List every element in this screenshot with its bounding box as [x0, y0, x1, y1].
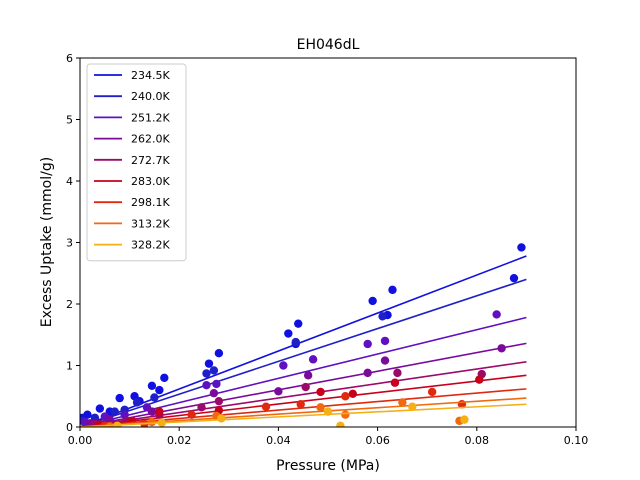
data-point: [214, 396, 224, 406]
fit-line-8: [80, 403, 527, 427]
legend-label: 328.2K: [131, 239, 170, 252]
data-point: [160, 373, 169, 382]
legend-label: 234.5K: [131, 69, 170, 82]
legend-label: 262.0K: [131, 133, 170, 146]
data-point: [341, 410, 350, 419]
data-point: [202, 380, 211, 390]
data-point: [291, 337, 300, 347]
x-axis-label: Pressure (MPa): [276, 458, 380, 474]
data-point: [316, 387, 325, 397]
data-point: [217, 414, 226, 423]
data-point: [363, 339, 372, 349]
data-point: [110, 407, 119, 416]
data-point: [296, 400, 305, 409]
y-tick-label: 6: [66, 52, 73, 65]
data-point: [90, 413, 100, 422]
data-point: [308, 355, 318, 364]
chart-title: EH046dL: [297, 37, 360, 53]
legend-label: 240.0K: [131, 90, 170, 103]
data-point: [316, 403, 325, 412]
legend-label: 272.7K: [131, 154, 170, 167]
x-tick-label: 0.04: [266, 434, 291, 447]
data-point: [113, 421, 122, 427]
data-point: [378, 312, 387, 321]
data-point: [212, 379, 221, 389]
legend-label: 251.2K: [131, 111, 170, 124]
y-tick-label: 2: [66, 298, 73, 311]
data-point: [204, 359, 214, 368]
data-point: [150, 393, 159, 402]
data-point: [157, 418, 167, 427]
data-point: [115, 393, 124, 403]
data-point: [294, 319, 303, 328]
x-tick-label: 0.02: [167, 434, 192, 447]
data-point: [209, 388, 219, 398]
data-point: [460, 415, 469, 424]
data-point: [187, 410, 196, 419]
data-point: [398, 398, 407, 407]
data-point: [147, 381, 157, 390]
plot-area: 0.00 0.02 0.04 0.06 0.08 0.10 0 1 2 3 4 5 6: [66, 52, 588, 447]
data-point: [274, 387, 283, 396]
data-point: [390, 378, 400, 387]
x-tick-label: 0.00: [68, 434, 93, 447]
data-point: [408, 402, 417, 411]
data-point: [509, 273, 519, 283]
data-point: [202, 369, 211, 378]
y-tick-label: 3: [66, 237, 73, 250]
legend: 234.5K 240.0K 251.2K 262.0K 272.7K 283.0K 298.…: [86, 63, 187, 262]
data-point: [214, 349, 224, 358]
data-point: [261, 402, 271, 411]
data-point: [517, 243, 526, 252]
data-point: [380, 336, 390, 346]
y-tick-label: 0: [66, 421, 73, 434]
x-tick-label: 0.08: [465, 434, 490, 447]
legend-label: 283.0K: [131, 175, 170, 188]
data-point: [497, 344, 506, 353]
y-tick-label: 4: [66, 175, 73, 188]
data-point: [83, 410, 92, 419]
data-point: [323, 407, 333, 416]
x-tick-label: 0.10: [564, 434, 589, 447]
data-point: [132, 398, 142, 407]
data-point: [279, 361, 288, 370]
data-point: [147, 417, 157, 427]
data-point: [380, 356, 390, 365]
data-point: [155, 385, 164, 395]
data-point: [388, 285, 397, 295]
data-point: [303, 371, 313, 380]
data-point: [427, 387, 437, 397]
data-marks: [80, 243, 527, 427]
data-point: [147, 407, 157, 416]
data-point: [95, 404, 105, 413]
data-point: [368, 296, 377, 306]
data-point: [475, 375, 484, 384]
data-point: [393, 368, 402, 378]
data-point: [284, 329, 293, 338]
fit-line-4: [80, 361, 527, 427]
data-point: [336, 421, 345, 427]
data-point: [348, 389, 357, 398]
data-point: [197, 403, 206, 412]
legend-box: [86, 63, 187, 262]
y-tick-label: 5: [66, 114, 73, 127]
data-point: [155, 407, 164, 416]
legend-label: 298.1K: [131, 196, 170, 209]
data-point: [301, 382, 310, 392]
legend-label: 313.2K: [131, 217, 170, 230]
y-axis-label: Excess Uptake (mmol/g): [39, 157, 55, 327]
data-point: [363, 368, 372, 378]
fit-line-1: [80, 278, 527, 427]
data-point: [341, 392, 350, 401]
data-point: [492, 310, 501, 319]
x-tick-label: 0.06: [365, 434, 390, 447]
data-point: [209, 366, 219, 375]
y-tick-label: 1: [66, 360, 73, 373]
